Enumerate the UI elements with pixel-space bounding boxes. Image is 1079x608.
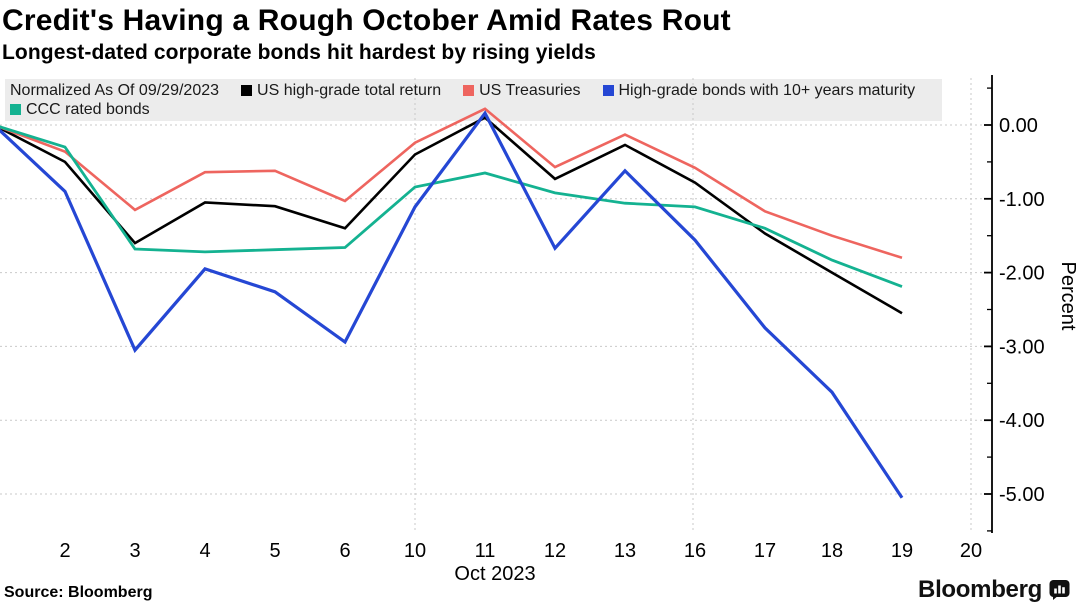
legend-item-label: High-grade bonds with 10+ years maturity xyxy=(618,81,916,99)
bloomberg-wordmark: Bloomberg xyxy=(918,576,1042,603)
x-axis-tick-label: 11 xyxy=(475,540,496,562)
x-axis-tick-label: 2 xyxy=(59,540,70,562)
y-axis-tick-label: 0.00 xyxy=(999,115,1038,137)
y-axis-tick-label: -2.00 xyxy=(999,263,1045,285)
legend-item: CCC rated bonds xyxy=(10,101,150,119)
x-axis-tick-label: 20 xyxy=(960,540,982,562)
legend-normalized-note: Normalized As Of 09/29/2023 xyxy=(10,81,220,99)
x-axis-tick-label: 16 xyxy=(684,540,706,562)
legend-item: US high-grade total return xyxy=(241,82,441,100)
bloomberg-logo: Bloomberg xyxy=(918,576,1071,604)
series-line-3 xyxy=(0,125,903,288)
x-axis-tick-label: 4 xyxy=(199,540,210,562)
chart-legend: Normalized As Of 09/29/2023 US high-grad… xyxy=(10,81,940,119)
x-axis-month-label: Oct 2023 xyxy=(454,563,535,585)
legend-item: High-grade bonds with 10+ years maturity xyxy=(602,81,916,100)
legend-swatch-icon xyxy=(602,85,614,96)
y-axis-title: Percent xyxy=(1057,262,1079,331)
legend-item-label: US Treasuries xyxy=(479,81,581,99)
series-line-2 xyxy=(0,110,904,499)
x-axis-tick-label: 10 xyxy=(404,540,426,562)
bloomberg-chart-icon xyxy=(1049,580,1070,600)
legend-item-label: US high-grade total return xyxy=(257,81,442,99)
y-axis-tick-label: -5.00 xyxy=(999,484,1045,506)
x-axis-tick-label: 13 xyxy=(614,540,636,562)
legend-row-1: Normalized As Of 09/29/2023 US high-grad… xyxy=(10,81,940,100)
legend-item: US Treasuries xyxy=(463,81,581,100)
x-axis-tick-label: 12 xyxy=(544,540,566,562)
series-line-0 xyxy=(0,116,903,315)
page-title: Credit's Having a Rough October Amid Rat… xyxy=(2,4,731,37)
legend-row-2: CCC rated bonds xyxy=(10,100,940,119)
legend-item-label: CCC rated bonds xyxy=(26,100,150,118)
series-line-1 xyxy=(0,107,903,260)
y-axis-tick-label: -1.00 xyxy=(999,189,1045,211)
x-axis-tick-label: 18 xyxy=(821,540,843,562)
x-axis-tick-label: 5 xyxy=(269,540,280,562)
source-attribution: Source: Bloomberg xyxy=(4,584,153,601)
x-axis-tick-label: 6 xyxy=(339,540,350,562)
page-subtitle: Longest-dated corporate bonds hit hardes… xyxy=(2,41,596,64)
y-axis-tick-label: -3.00 xyxy=(999,336,1045,358)
legend-swatch-icon xyxy=(463,85,475,96)
x-axis-tick-label: 17 xyxy=(754,540,776,562)
legend-swatch-icon xyxy=(241,85,253,96)
x-axis-tick-label: 3 xyxy=(129,540,140,562)
x-axis-tick-label: 19 xyxy=(891,540,913,562)
legend-swatch-icon xyxy=(10,104,21,115)
y-axis-tick-label: -4.00 xyxy=(999,410,1045,432)
